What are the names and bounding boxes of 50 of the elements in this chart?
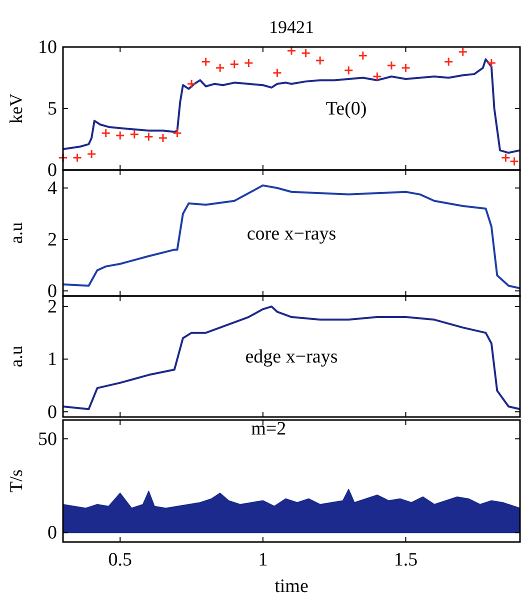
point: [72, 152, 82, 162]
point: [401, 63, 410, 73]
y-tick-label: 2: [48, 230, 57, 251]
x-tick-label: 1: [258, 549, 268, 570]
point: [130, 130, 140, 140]
point: [201, 57, 211, 67]
point: [230, 59, 240, 69]
point: [486, 58, 496, 68]
chart-title: 19421: [269, 17, 314, 37]
series-label: edge x−rays: [245, 346, 338, 368]
line-series: [62, 306, 521, 410]
y-tick-label: 5: [48, 98, 57, 120]
y-axis-title: keV: [6, 94, 26, 124]
y-axis-title: a.u: [6, 222, 26, 244]
point: [172, 128, 182, 138]
point: [510, 156, 520, 166]
y-tick-label: 0: [48, 522, 57, 544]
point: [244, 58, 254, 68]
y-tick-label: 10: [38, 37, 57, 58]
point: [372, 72, 382, 82]
point: [272, 68, 282, 78]
y-tick-label: 0: [48, 402, 57, 423]
line-series: [62, 58, 521, 154]
point: [344, 66, 354, 76]
point: [315, 56, 325, 66]
point: [444, 57, 454, 67]
y-axis-title: T/s: [6, 469, 26, 493]
y-tick-label: 1: [48, 349, 57, 370]
line-series: [62, 184, 521, 290]
point: [101, 128, 111, 138]
point: [144, 132, 154, 142]
point: [158, 133, 168, 143]
y-axis-title: a.u: [6, 346, 26, 368]
series-label: Te(0): [326, 98, 367, 120]
text: m=2: [251, 418, 286, 440]
point: [301, 48, 311, 58]
point: [115, 130, 125, 140]
point: [215, 63, 225, 73]
y-tick-label: 50: [38, 428, 57, 450]
point: [86, 149, 96, 159]
point: [500, 152, 510, 162]
point: [458, 47, 468, 57]
x-axis-title: time: [274, 576, 308, 597]
series-label: core x−rays: [246, 223, 336, 244]
point: [358, 50, 368, 60]
point: [186, 79, 196, 89]
y-tick-label: 2: [48, 296, 57, 318]
point: [386, 60, 396, 70]
x-tick-label: 1.5: [394, 549, 418, 570]
x-tick-label: 0.5: [108, 549, 132, 570]
